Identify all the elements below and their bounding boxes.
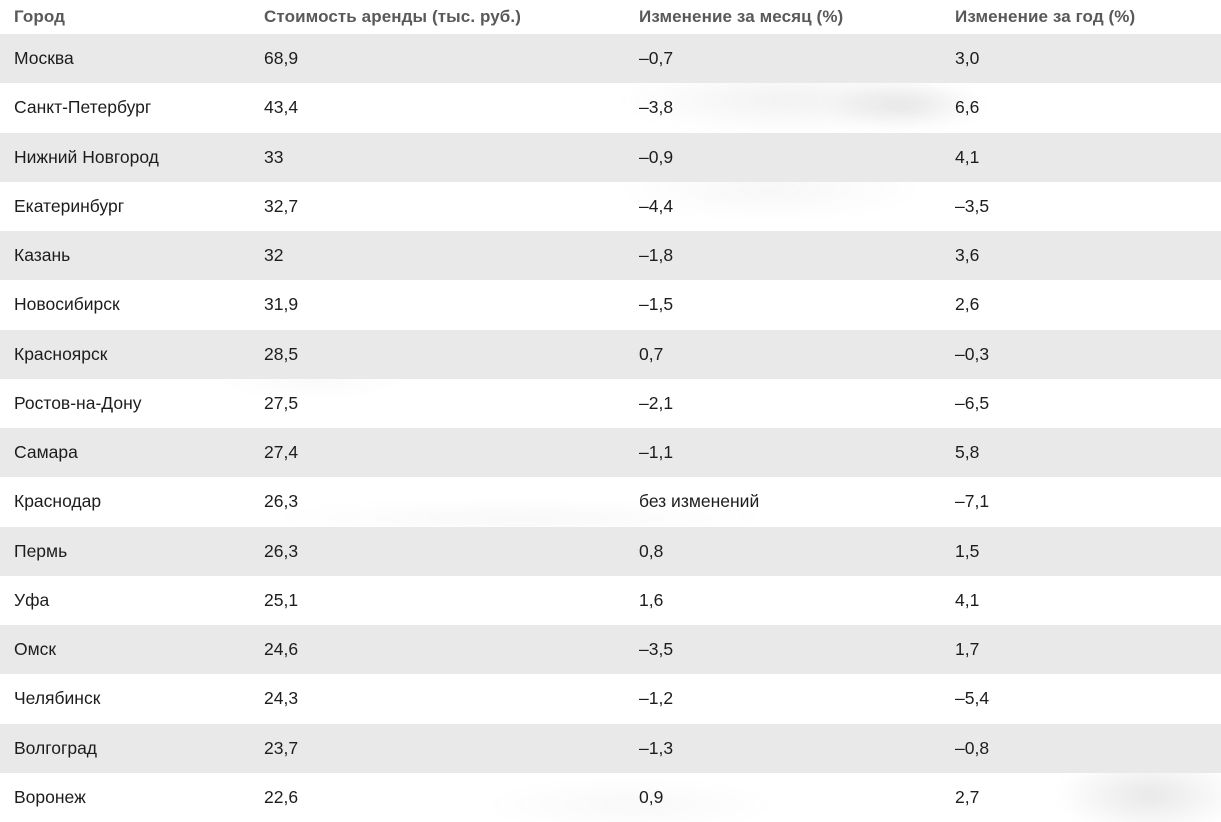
city-cell: Челябинск <box>14 688 101 709</box>
table-row: Новосибирск 31,9 –1,5 2,6 <box>0 280 1221 329</box>
year-change-cell: 5,8 <box>955 442 980 463</box>
year-change-cell: 1,7 <box>955 639 980 660</box>
month-change-cell: –4,4 <box>639 195 674 216</box>
city-cell: Краснодар <box>14 491 102 512</box>
rent-cost-cell: 68,9 <box>264 48 299 69</box>
column-header-year-change: Изменение за год (%) <box>955 7 1136 26</box>
table-row: Пермь 26,3 0,8 1,5 <box>0 526 1221 576</box>
table-row: Омск 24,6 –3,5 1,7 <box>0 625 1221 675</box>
rent-cost-cell: 32,7 <box>264 195 299 216</box>
rent-cost-cell: 24,6 <box>264 639 299 660</box>
year-change-cell: 4,1 <box>955 589 980 610</box>
year-change-cell: 1,5 <box>955 540 980 561</box>
table-header-row: Город Стоимость аренды (тыс. руб.) Измен… <box>0 0 1221 34</box>
table-row: Челябинск 24,3 –1,2 –5,4 <box>0 674 1221 723</box>
table-row: Казань 32 –1,8 3,6 <box>0 231 1221 281</box>
year-change-cell: –7,1 <box>955 491 990 512</box>
column-header-rent-cost: Стоимость аренды (тыс. руб.) <box>264 7 521 26</box>
month-change-cell: –3,8 <box>639 97 674 118</box>
month-change-cell: –2,1 <box>639 392 674 413</box>
city-cell: Москва <box>14 48 74 69</box>
year-change-cell: –0,8 <box>955 737 990 758</box>
rent-cost-cell: 26,3 <box>264 540 299 561</box>
rent-cost-cell: 22,6 <box>264 786 299 807</box>
month-change-cell: –1,3 <box>639 737 674 758</box>
month-change-cell: 0,9 <box>639 786 664 807</box>
city-cell: Ростов-на-Дону <box>14 392 142 413</box>
table-body: Москва 68,9 –0,7 3,0 Санкт-Петербург 43,4 –3,8… <box>0 34 1221 822</box>
month-change-cell: 0,7 <box>639 343 664 364</box>
city-cell: Самара <box>14 442 78 463</box>
city-cell: Воронеж <box>14 786 86 807</box>
year-change-cell: –5,4 <box>955 688 990 709</box>
city-cell: Новосибирск <box>14 294 120 315</box>
month-change-cell: –1,2 <box>639 688 674 709</box>
month-change-cell: –0,9 <box>639 146 674 167</box>
column-header-city: Город <box>14 7 66 26</box>
city-cell: Санкт-Петербург <box>14 97 152 118</box>
rent-cost-cell: 23,7 <box>264 737 299 758</box>
city-cell: Нижний Новгород <box>14 146 159 167</box>
table-row: Красноярск 28,5 0,7 –0,3 <box>0 329 1221 379</box>
year-change-cell: 4,1 <box>955 146 980 167</box>
rent-cost-cell: 28,5 <box>264 343 299 364</box>
rent-cost-cell: 43,4 <box>264 97 299 118</box>
rent-cost-cell: 24,3 <box>264 688 299 709</box>
rent-cost-cell: 27,5 <box>264 392 299 413</box>
table-row: Екатеринбург 32,7 –4,4 –3,5 <box>0 182 1221 231</box>
rent-cost-cell: 32 <box>264 245 284 266</box>
city-cell: Казань <box>14 245 71 266</box>
table-row: Нижний Новгород 33 –0,9 4,1 <box>0 132 1221 182</box>
rent-cost-cell: 31,9 <box>264 294 299 315</box>
year-change-cell: –6,5 <box>955 392 990 413</box>
month-change-cell: –1,5 <box>639 294 674 315</box>
city-cell: Волгоград <box>14 737 98 758</box>
table-row: Уфа 25,1 1,6 4,1 <box>0 576 1221 625</box>
table-row: Волгоград 23,7 –1,3 –0,8 <box>0 723 1221 773</box>
year-change-cell: 2,6 <box>955 294 980 315</box>
month-change-cell: без изменений <box>639 491 760 512</box>
year-change-cell: 6,6 <box>955 97 980 118</box>
city-cell: Екатеринбург <box>14 195 125 216</box>
year-change-cell: –0,3 <box>955 343 990 364</box>
city-cell: Красноярск <box>14 343 108 364</box>
year-change-cell: –3,5 <box>955 195 990 216</box>
month-change-cell: 1,6 <box>639 589 664 610</box>
column-header-month-change: Изменение за месяц (%) <box>639 7 844 26</box>
rent-cost-cell: 26,3 <box>264 491 299 512</box>
month-change-cell: 0,8 <box>639 540 664 561</box>
year-change-cell: 2,7 <box>955 786 980 807</box>
rent-cost-cell: 25,1 <box>264 589 299 610</box>
table-row: Самара 27,4 –1,1 5,8 <box>0 428 1221 478</box>
city-cell: Уфа <box>14 589 50 610</box>
city-cell: Пермь <box>14 540 68 561</box>
year-change-cell: 3,6 <box>955 245 980 266</box>
rent-cost-cell: 33 <box>264 146 284 167</box>
year-change-cell: 3,0 <box>955 48 980 69</box>
month-change-cell: –0,7 <box>639 48 674 69</box>
table-row: Воронеж 22,6 0,9 2,7 <box>0 773 1221 822</box>
month-change-cell: –3,5 <box>639 639 674 660</box>
table-row: Ростов-на-Дону 27,5 –2,1 –6,5 <box>0 379 1221 428</box>
table-row: Краснодар 26,3 без изменений –7,1 <box>0 477 1221 526</box>
city-cell: Омск <box>14 639 57 660</box>
table-row: Санкт-Петербург 43,4 –3,8 6,6 <box>0 83 1221 132</box>
table-row: Москва 68,9 –0,7 3,0 <box>0 34 1221 84</box>
month-change-cell: –1,8 <box>639 245 674 266</box>
rent-cost-cell: 27,4 <box>264 442 299 463</box>
month-change-cell: –1,1 <box>639 442 674 463</box>
